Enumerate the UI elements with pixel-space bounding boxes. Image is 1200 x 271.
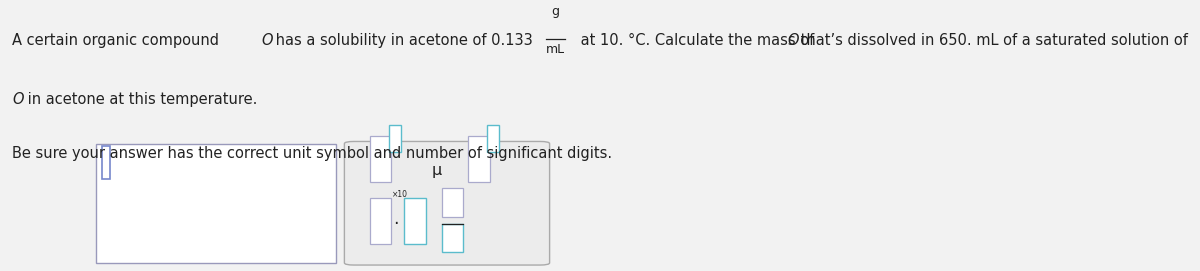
Text: A certain organic compound: A certain organic compound [12,33,223,47]
Text: in acetone at this temperature.: in acetone at this temperature. [23,92,257,107]
Text: ·: · [394,215,400,233]
Text: ×10: ×10 [392,190,408,199]
Text: mL: mL [546,43,565,56]
Text: O: O [12,92,24,107]
Text: has a solubility in acetone of 0.133: has a solubility in acetone of 0.133 [271,33,538,47]
Text: O: O [262,33,274,47]
Text: O: O [787,33,799,47]
Text: that’s dissolved in 650. mL of a saturated solution of: that’s dissolved in 650. mL of a saturat… [796,33,1188,47]
Text: Be sure your answer has the correct unit symbol and number of significant digits: Be sure your answer has the correct unit… [12,146,612,161]
Text: g: g [552,5,559,18]
Text: at 10. °C. Calculate the mass of: at 10. °C. Calculate the mass of [576,33,818,47]
Text: μ: μ [432,163,443,178]
